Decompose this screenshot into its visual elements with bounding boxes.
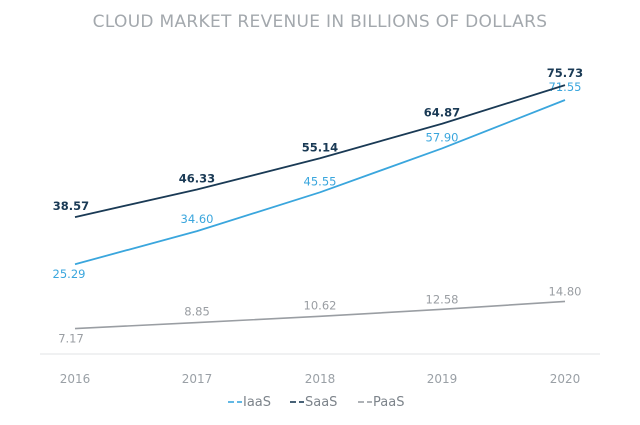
data-label-iaas-2018: 45.55 — [304, 174, 337, 188]
data-label-paas-2018: 10.62 — [304, 298, 337, 312]
legend-label-saas: SaaS — [305, 395, 337, 410]
x-tick-label-2016: 2016 — [60, 372, 91, 386]
series-line-iaas — [74, 99, 566, 266]
x-tick-label-2020: 2020 — [550, 372, 581, 386]
x-tick-label-2018: 2018 — [305, 372, 336, 386]
data-label-paas-2019: 12.58 — [426, 292, 459, 306]
series-paas: 7.17 8.85 10.62 12.58 14.80 — [58, 284, 581, 345]
series-iaas: 25.29 34.60 45.55 57.90 71.55 — [53, 80, 582, 281]
legend-label-paas: PaaS — [373, 395, 404, 410]
data-label-saas-2020: 75.73 — [547, 66, 583, 80]
legend: IaaS SaaS PaaS — [228, 395, 404, 410]
data-label-iaas-2020: 71.55 — [549, 80, 582, 94]
x-tick-label-2019: 2019 — [427, 372, 458, 386]
data-label-saas-2019: 64.87 — [424, 106, 460, 120]
chart-title: CLOUD MARKET REVENUE IN BILLIONS OF DOLL… — [93, 12, 548, 32]
data-label-iaas-2016: 25.29 — [53, 267, 86, 281]
data-label-paas-2017: 8.85 — [184, 305, 210, 319]
legend-label-iaas: IaaS — [243, 395, 271, 410]
data-label-iaas-2017: 34.60 — [181, 212, 214, 226]
data-label-saas-2017: 46.33 — [179, 172, 215, 186]
data-label-paas-2016: 7.17 — [58, 332, 84, 346]
series-layer: 25.29 34.60 45.55 57.90 71.55 38.57 46.33 55.14… — [53, 66, 584, 345]
series-line-paas — [74, 300, 566, 330]
x-axis-ticks: 2016 2017 2018 2019 2020 — [60, 372, 581, 386]
data-label-saas-2016: 38.57 — [53, 199, 89, 213]
data-label-paas-2020: 14.80 — [549, 284, 582, 298]
legend-item-iaas: IaaS — [228, 395, 271, 410]
legend-item-saas: SaaS — [290, 395, 337, 410]
series-line-saas — [74, 84, 566, 218]
series-saas: 38.57 46.33 55.14 64.87 75.73 — [53, 66, 583, 218]
data-label-saas-2018: 55.14 — [302, 140, 338, 154]
legend-item-paas: PaaS — [358, 395, 404, 410]
data-label-iaas-2019: 57.90 — [426, 130, 459, 144]
x-tick-label-2017: 2017 — [182, 372, 213, 386]
